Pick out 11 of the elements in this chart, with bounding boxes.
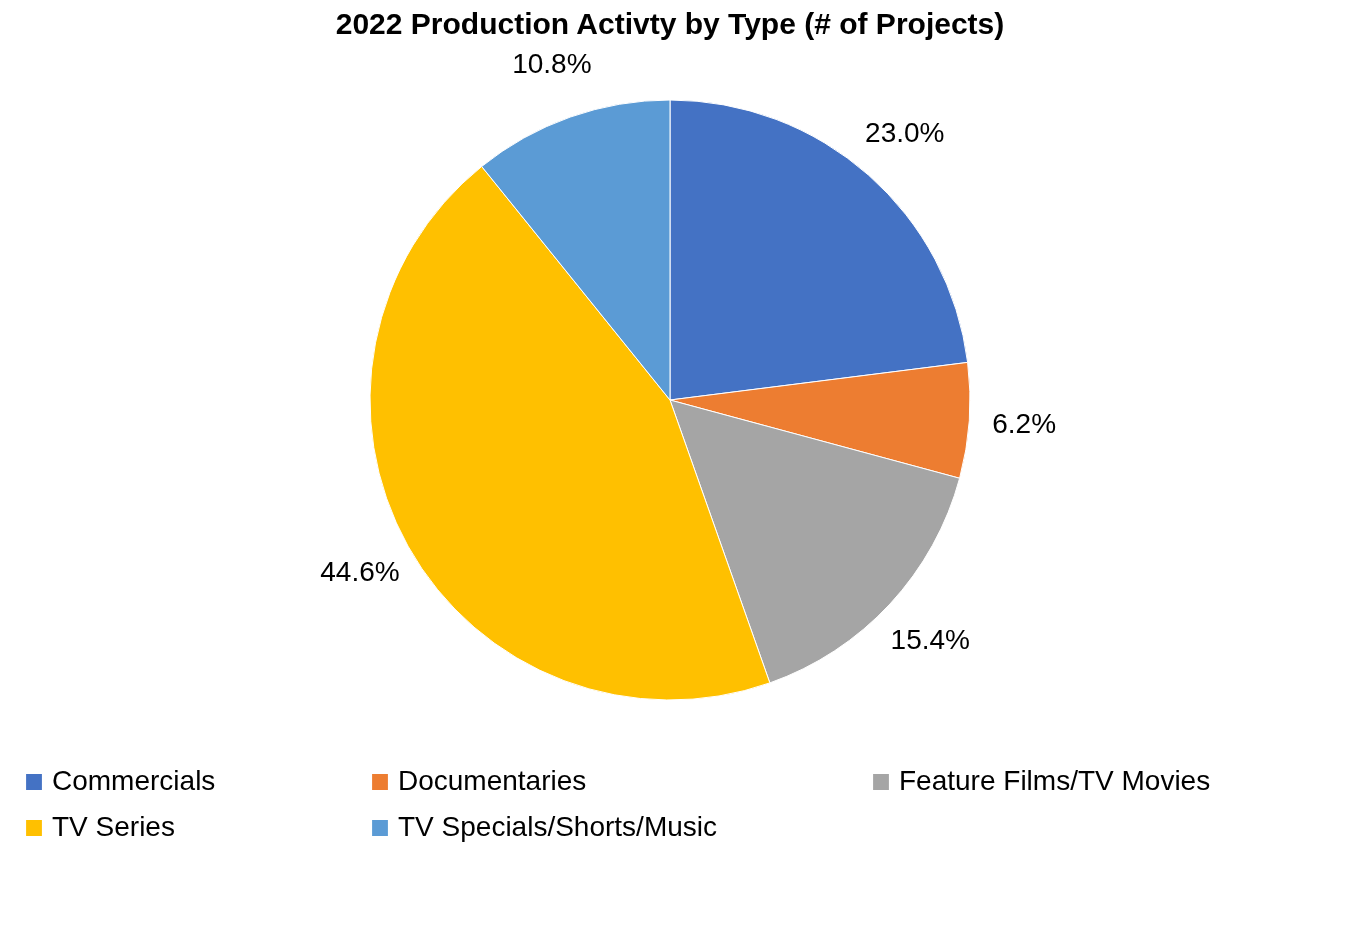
- data-label: 15.4%: [890, 624, 971, 656]
- legend-label: Commercials: [52, 765, 216, 796]
- legend-label: Documentaries: [398, 765, 587, 796]
- data-label: 23.0%: [865, 116, 945, 148]
- legend-label: TV Specials/Shorts/Music: [398, 811, 717, 842]
- data-label: 10.8%: [512, 48, 592, 80]
- chart-title: 2022 Production Activty by Type (# of Projects): [335, 7, 1005, 40]
- legend-label: TV Series: [52, 811, 175, 842]
- data-label: 44.6%: [320, 555, 400, 587]
- data-label: 6.2%: [992, 407, 1057, 439]
- legend-label: Feature Films/TV Movies: [899, 765, 1211, 796]
